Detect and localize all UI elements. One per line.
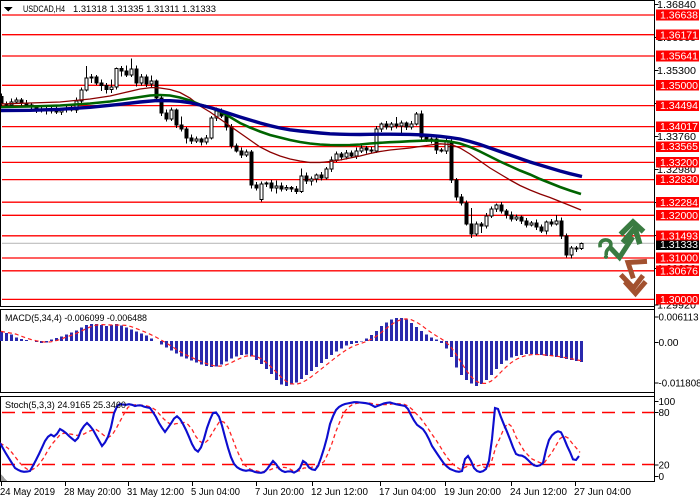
svg-text:Stoch(5,3,3) 24.9165 25.3460: Stoch(5,3,3) 24.9165 25.3460 [5, 400, 126, 411]
svg-text:USDCAD,H4: USDCAD,H4 [23, 4, 65, 15]
svg-text:1.31318 1.31335 1.31311 1.3133: 1.31318 1.31335 1.31311 1.31333 [73, 4, 216, 15]
svg-text:0.00: 0.00 [659, 338, 679, 349]
svg-text:1.36840: 1.36840 [657, 0, 696, 11]
svg-text:MACD(5,34,4) -0.006099 -0.0064: MACD(5,34,4) -0.006099 -0.006488 [5, 313, 147, 324]
svg-text:20: 20 [659, 461, 671, 472]
svg-text:1.33565: 1.33565 [660, 142, 698, 153]
svg-text:1.31000: 1.31000 [660, 254, 698, 265]
svg-text:0.006113: 0.006113 [659, 313, 699, 324]
svg-text:1.35641: 1.35641 [660, 52, 698, 63]
svg-text:0: 0 [659, 472, 665, 483]
svg-text:1.29920: 1.29920 [657, 301, 696, 312]
svg-text:19 Jun 20:00: 19 Jun 20:00 [444, 487, 502, 498]
svg-text:28 May 20:00: 28 May 20:00 [64, 487, 122, 498]
svg-text:80: 80 [659, 408, 671, 419]
svg-text:1.33200: 1.33200 [660, 158, 698, 169]
svg-text:1.30000: 1.30000 [660, 295, 698, 306]
svg-text:17 Jun 04:00: 17 Jun 04:00 [379, 487, 437, 498]
svg-text:1.35000: 1.35000 [660, 81, 698, 92]
svg-text:1.34494: 1.34494 [660, 101, 698, 112]
svg-text:7 Jun 20:00: 7 Jun 20:00 [255, 487, 305, 498]
svg-text:1.34017: 1.34017 [660, 122, 698, 133]
svg-text:1.32284: 1.32284 [660, 198, 698, 209]
svg-text:100: 100 [659, 397, 676, 408]
svg-text:24 Jun 12:00: 24 Jun 12:00 [510, 487, 568, 498]
svg-text:12 Jun 12:00: 12 Jun 12:00 [311, 487, 369, 498]
svg-text:1.33760: 1.33760 [657, 132, 696, 143]
svg-text:-0.011808: -0.011808 [659, 379, 700, 390]
svg-text:24 May 2019: 24 May 2019 [0, 487, 55, 498]
svg-text:1.31333: 1.31333 [660, 240, 698, 251]
svg-text:27 Jun 04:00: 27 Jun 04:00 [574, 487, 632, 498]
svg-text:1.31493: 1.31493 [660, 231, 698, 242]
svg-text:1.32000: 1.32000 [660, 211, 698, 222]
svg-text:1.35300: 1.35300 [657, 66, 696, 77]
svg-text:1.32980: 1.32980 [657, 165, 696, 176]
svg-text:5 Jun 04:00: 5 Jun 04:00 [191, 487, 241, 498]
svg-text:31 May 12:00: 31 May 12:00 [127, 487, 185, 498]
svg-text:1.36638: 1.36638 [660, 11, 698, 22]
svg-text:1.30676: 1.30676 [660, 266, 698, 277]
svg-text:1.32830: 1.32830 [660, 175, 698, 186]
svg-text:1.36171: 1.36171 [660, 30, 698, 41]
